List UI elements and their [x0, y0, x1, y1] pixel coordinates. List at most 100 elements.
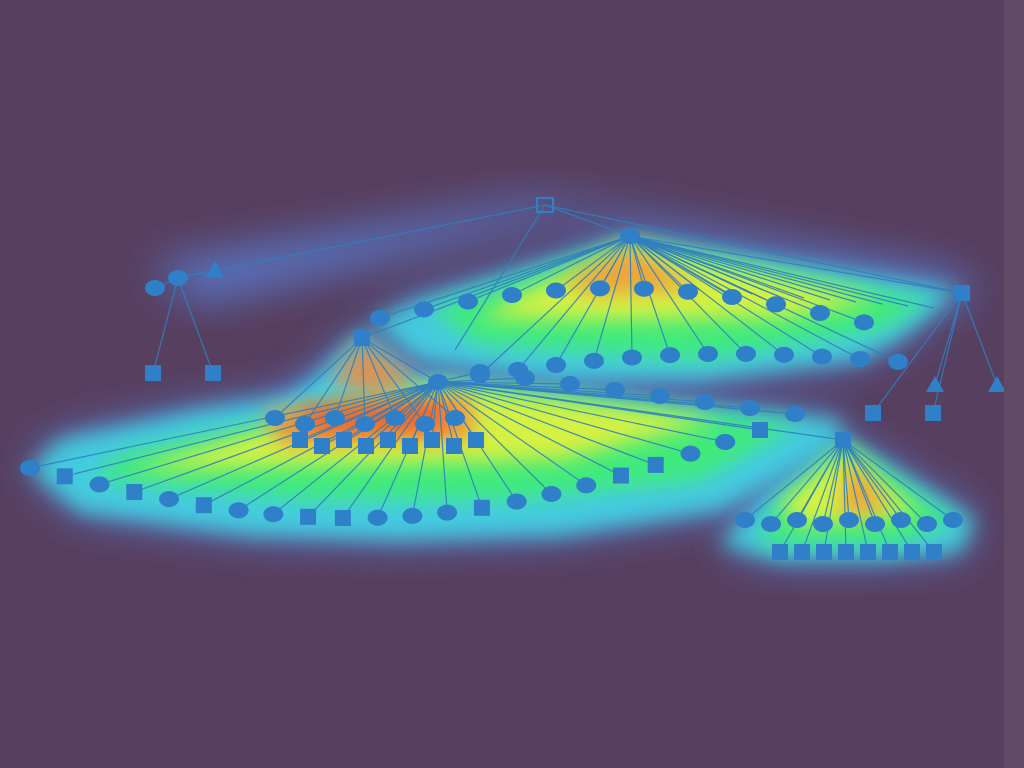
circle-node: [650, 388, 670, 404]
edge-hubA-hubD: [361, 235, 631, 339]
edge-right-sq1: [872, 292, 963, 414]
edge-hubB-child: [437, 381, 691, 455]
square-node: [380, 432, 396, 448]
square-node: [314, 438, 330, 454]
circle-node: [812, 348, 832, 365]
edge-hubB-hubC: [437, 381, 844, 441]
square-node: [865, 405, 881, 421]
circle-node: [785, 406, 805, 422]
edge-hubD-child: [361, 337, 396, 419]
edge-hubB-child: [431, 381, 439, 441]
edge-hubB-child: [437, 381, 571, 385]
edge-hubB-child: [342, 381, 439, 519]
edge-hubA-right: [629, 235, 701, 291]
heat-orange-d: [330, 340, 420, 395]
circle-node: [680, 445, 701, 462]
square-node: [473, 499, 490, 516]
circle-node: [502, 287, 522, 304]
edge-hubB-child: [437, 381, 726, 443]
square-node: [195, 497, 212, 514]
edge-hubC-child: [842, 439, 928, 525]
square-node: [145, 365, 161, 381]
tree-nodes: [20, 197, 1006, 560]
edge-hubA-child: [423, 235, 631, 310]
edge-hubB-child: [437, 381, 587, 486]
circle-node: [660, 347, 680, 364]
edge-hubB-child: [437, 381, 656, 466]
edge-root-right: [544, 204, 963, 294]
circle-node: [228, 502, 249, 519]
edge-hubC-child: [842, 439, 902, 521]
edge-hubA-right: [629, 235, 909, 307]
edge-hubC-child: [842, 439, 869, 553]
circle-node: [813, 516, 833, 532]
circle-node: [560, 376, 580, 392]
circle-node: [740, 400, 760, 416]
edge-hubC-child: [842, 439, 935, 553]
square-node: [794, 544, 810, 560]
edge-hubA-child: [629, 235, 861, 360]
circle-node: [325, 410, 345, 426]
square-node: [334, 510, 351, 527]
hub-node-right: [954, 285, 970, 301]
edge-root-hubA: [544, 204, 631, 237]
circle-node: [736, 345, 756, 362]
square-node: [926, 544, 942, 560]
circle-node: [402, 507, 423, 524]
circle-node: [634, 280, 654, 297]
edge-hubC-child: [779, 439, 844, 553]
hub-node-d: [354, 330, 370, 346]
edge-hubB-child: [99, 381, 439, 485]
circle-node: [888, 353, 908, 370]
circle-node: [678, 283, 698, 300]
circle-node: [774, 346, 794, 363]
square-node: [292, 432, 308, 448]
edge-hubA-right: [629, 235, 857, 303]
edge-hubA-right: [629, 235, 805, 299]
edge-hubA-child: [479, 235, 631, 376]
triangle-node: [926, 376, 944, 392]
circle-node: [695, 394, 715, 410]
circle-node: [445, 410, 465, 426]
edge-right-tri2: [961, 292, 998, 386]
square-node: [860, 544, 876, 560]
circle-node: [385, 410, 405, 426]
square-node: [816, 544, 832, 560]
edge-hubC-child: [842, 439, 913, 553]
edge-hubA-child: [593, 235, 631, 361]
edge-hubB-child: [134, 381, 439, 493]
circle-node: [159, 491, 180, 508]
edge-hubB-child: [29, 381, 439, 469]
edge-hubA-child: [629, 235, 633, 358]
circle-node: [295, 416, 315, 432]
square-node: [838, 544, 854, 560]
square-node: [300, 508, 317, 525]
edge-hubB-child: [437, 381, 552, 495]
edge-hubD-hubB: [361, 337, 439, 383]
square-node: [925, 405, 941, 421]
circle-node: [415, 416, 435, 432]
edge-hubC-child: [842, 439, 891, 553]
circle-node: [584, 352, 604, 369]
circle-node: [458, 293, 478, 310]
edge-hubA-child: [555, 235, 631, 291]
circle-node: [506, 493, 527, 510]
circle-node: [839, 512, 859, 528]
circle-node: [546, 282, 566, 299]
edge-hubB-child: [411, 381, 439, 517]
circle-node: [810, 304, 830, 321]
edge-hubB-child: [272, 381, 439, 515]
circle-node: [546, 357, 566, 374]
circle-node: [590, 280, 610, 297]
edge-hubB-child: [409, 381, 439, 447]
edge-hubD-child: [361, 337, 366, 425]
circle-node: [854, 314, 874, 331]
circle-node: [541, 486, 562, 503]
circle-node: [605, 382, 625, 398]
circle-node: [891, 512, 911, 528]
square-node: [882, 544, 898, 560]
edge-hubD-child: [274, 337, 363, 419]
edge-left-sq1: [152, 277, 179, 374]
square-node: [205, 365, 221, 381]
edge-hubA-right: [629, 235, 883, 305]
